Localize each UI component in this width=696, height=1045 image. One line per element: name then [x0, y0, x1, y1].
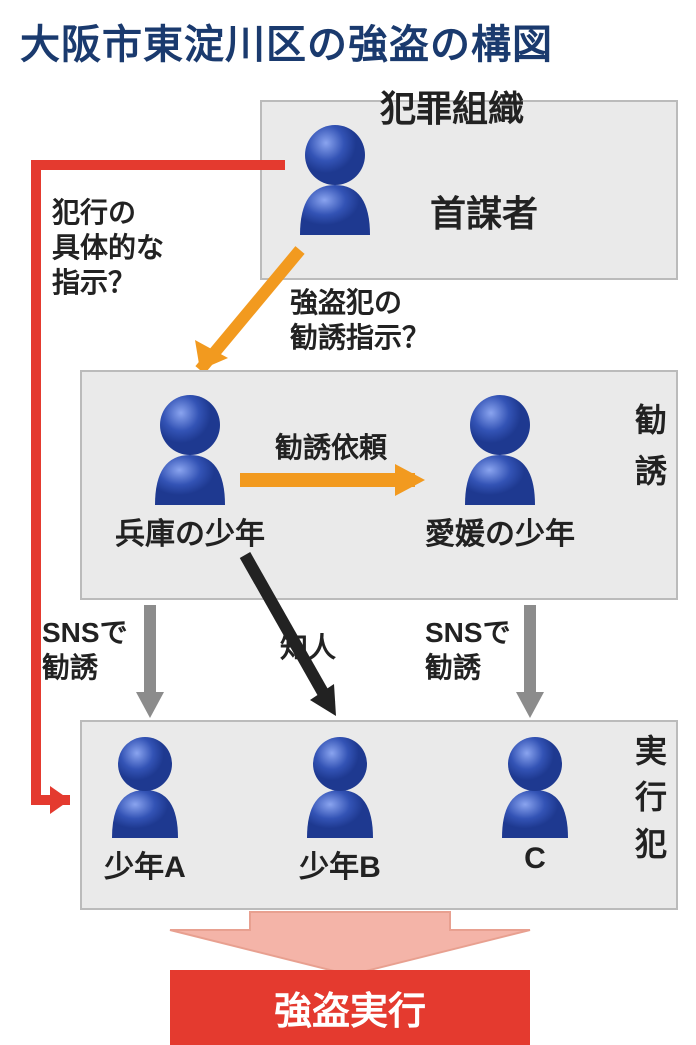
annotation-recruit-order: 強盗犯の 勧誘指示？ [290, 285, 430, 355]
hyogo-person: 兵庫の少年 [115, 385, 265, 553]
annotation-friend: 知人 [280, 630, 336, 665]
exec-box-label: 実 行 犯 [635, 728, 667, 867]
person-a: 少年A [100, 728, 190, 886]
person-icon [295, 728, 385, 838]
annotation-sns-2: SNSで 勧誘 [425, 615, 511, 685]
person-icon [100, 728, 190, 838]
person-b: 少年B [295, 728, 385, 886]
c-label: C [490, 842, 580, 876]
person-icon [285, 115, 385, 235]
result-box: 強盗実行 [170, 970, 530, 1045]
boss-label: 首謀者 [430, 185, 538, 237]
person-icon [140, 385, 240, 505]
annotation-concrete: 犯行の 具体的な 指示？ [52, 195, 164, 300]
recruit-box-label: 勧 誘 [635, 395, 667, 497]
org-label: 犯罪組織 [380, 80, 524, 132]
boss-person [285, 115, 375, 235]
b-label: 少年B [295, 842, 385, 886]
ehime-person: 愛媛の少年 [425, 385, 575, 553]
hyogo-label: 兵庫の少年 [115, 509, 265, 553]
annotation-recruit-req: 勧誘依頼 [275, 430, 387, 465]
a-label: 少年A [100, 842, 190, 886]
person-icon [450, 385, 550, 505]
diagram-title: 大阪市東淀川区の強盗の構図 [0, 0, 696, 76]
person-icon [490, 728, 580, 838]
annotation-sns-1: SNSで 勧誘 [42, 615, 128, 685]
ehime-label: 愛媛の少年 [425, 509, 575, 553]
person-c: C [490, 728, 580, 876]
